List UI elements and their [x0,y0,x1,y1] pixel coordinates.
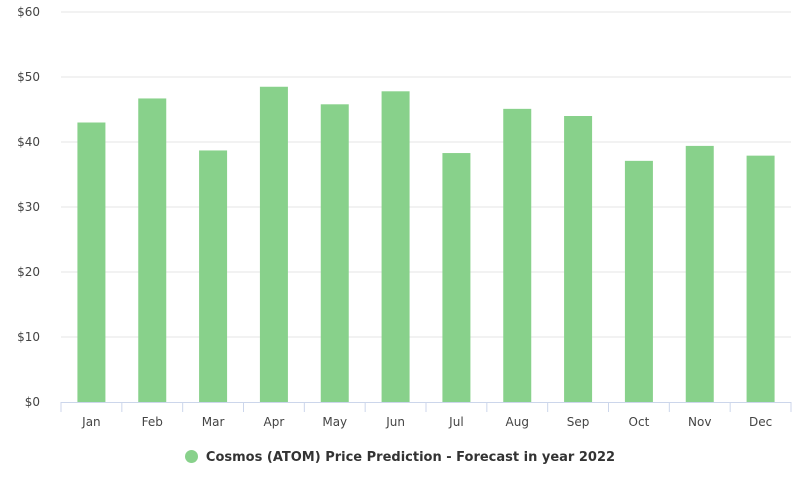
bar-aug[interactable] [503,108,532,402]
x-tick-label: Apr [264,415,285,429]
x-tick-label: Oct [629,415,650,429]
x-tick-label: Jan [81,415,101,429]
bar-jan[interactable] [77,122,106,403]
bars [77,86,775,403]
y-tick-label: $60 [17,5,40,19]
x-axis [60,402,792,412]
x-tick-label: Nov [688,415,711,429]
x-tick-label: Mar [202,415,225,429]
legend-marker [184,450,198,463]
x-tick-label: Dec [749,415,772,429]
bar-jul[interactable] [442,153,471,402]
bar-mar[interactable] [199,150,228,402]
x-tick-label: Jul [448,415,463,429]
legend[interactable]: Cosmos (ATOM) Price Prediction - Forecas… [0,450,800,465]
bar-sep[interactable] [564,116,593,402]
y-tick-label: $30 [17,200,40,214]
x-tick-label: Jun [385,415,405,429]
bar-jun[interactable] [381,91,410,403]
y-tick-label: $0 [25,395,40,409]
y-axis-tick-labels: $0 $10 $20 $30 $40 $50 $60 [17,5,40,409]
y-tick-label: $50 [17,70,40,84]
y-tick-label: $40 [17,135,40,149]
legend-label: Cosmos (ATOM) Price Prediction - Forecas… [205,450,616,465]
x-tick-label: Feb [142,415,163,429]
x-tick-label: Sep [567,415,590,429]
bar-nov[interactable] [685,145,714,402]
y-tick-label: $20 [17,265,40,279]
bar-may[interactable] [320,104,349,403]
y-tick-label: $10 [17,330,40,344]
bar-feb[interactable] [138,98,167,402]
bar-oct[interactable] [624,160,653,402]
grid-lines [61,11,791,338]
x-tick-label: May [322,415,347,429]
bar-apr[interactable] [259,86,288,402]
bar-dec[interactable] [746,155,775,402]
x-tick-label: Aug [506,415,529,429]
x-axis-tick-labels: Jan Feb Mar Apr May Jun Jul Aug Sep Oct Nov Dec [81,415,772,429]
